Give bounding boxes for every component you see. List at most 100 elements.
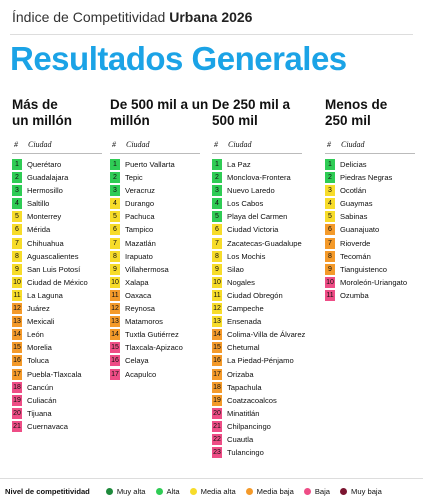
rank: 8 — [325, 250, 335, 262]
legend-label: Alta — [166, 487, 180, 496]
city: Guaymas — [340, 199, 373, 209]
rank: 4 — [12, 198, 22, 210]
rank: 1 — [325, 159, 335, 170]
rank: 23 — [212, 447, 222, 459]
table-row: 7 Mazatlán — [110, 237, 205, 250]
rank: 11 — [212, 289, 222, 301]
rank: 17 — [110, 368, 120, 380]
rank: 11 — [12, 289, 22, 301]
rank: 6 — [12, 224, 22, 236]
rank: 7 — [12, 237, 22, 249]
city: Los Cabos — [227, 199, 264, 209]
table-row: 11 Ozumba — [325, 289, 420, 302]
city: Oaxaca — [125, 290, 152, 300]
city: Chetumal — [227, 343, 260, 353]
legend-swatch — [303, 488, 311, 495]
rank: 2 — [110, 172, 120, 184]
city: Guanajuato — [340, 225, 380, 235]
table-row: 17 Orizaba — [212, 368, 307, 381]
city: Aguascalientes — [27, 251, 79, 261]
legend-item: Baja — [303, 487, 330, 496]
table-row: 4 Los Cabos — [212, 197, 307, 210]
rank: 3 — [325, 185, 335, 197]
city: Puebla-Tlaxcala — [27, 369, 82, 379]
table-row: 8 Tecomán — [325, 250, 420, 263]
kicker: Índice de Competitividad Urbana 2026 — [12, 9, 252, 25]
rank: 12 — [212, 303, 222, 315]
city: Villahermosa — [125, 264, 169, 274]
city: Tianguistenco — [340, 264, 387, 274]
rank: 2 — [212, 172, 222, 184]
rank: 16 — [12, 355, 22, 367]
city: Playa del Carmen — [227, 212, 288, 222]
city: Los Mochis — [227, 251, 266, 261]
legend-title: Nivel de competitividad — [5, 487, 90, 496]
legend-item: Muy alta — [105, 487, 146, 496]
city: Guadalajara — [27, 173, 69, 183]
table-row: 9 Villahermosa — [110, 263, 205, 276]
table-row: 18 Cancún — [12, 381, 107, 394]
city: Tepic — [125, 173, 143, 183]
rank: 1 — [12, 159, 22, 170]
column-heading: Menos de 250 mil — [325, 97, 388, 128]
city: Tulancingo — [227, 448, 264, 458]
city: Monterrey — [27, 212, 62, 222]
rank: 5 — [110, 211, 120, 223]
rank: 15 — [212, 342, 222, 354]
city: Hermosillo — [27, 186, 63, 196]
rank: 11 — [325, 289, 335, 301]
rank: 10 — [212, 276, 222, 288]
city: Mazatlán — [125, 238, 156, 248]
table-row: 2 Tepic — [110, 171, 205, 184]
legend-swatch — [189, 488, 197, 495]
rank: 12 — [12, 303, 22, 315]
rank: 9 — [325, 263, 335, 275]
rank: 22 — [212, 433, 222, 445]
city: Silao — [227, 264, 244, 274]
legend-swatch — [245, 488, 253, 495]
rule — [10, 34, 413, 35]
city: Acapulco — [125, 369, 157, 379]
city: Ozumba — [340, 290, 369, 300]
table-row: 11 La Laguna — [12, 289, 107, 302]
column: De 250 mil a 500 mil # Ciudad 1 La Paz 2 Moncl… — [212, 97, 312, 459]
column-header: # Ciudad — [325, 137, 415, 154]
city: Ensenada — [227, 317, 262, 327]
column-header: # Ciudad — [12, 137, 102, 154]
city: Piedras Negras — [340, 173, 393, 183]
city: Cancún — [27, 382, 54, 392]
table-row: 12 Juárez — [12, 302, 107, 315]
city: La Piedad-Pénjamo — [227, 356, 294, 366]
legend-label: Muy alta — [116, 487, 146, 496]
city: Chilpancingo — [227, 421, 271, 431]
table-row: 2 Piedras Negras — [325, 171, 420, 184]
rank: 8 — [12, 250, 22, 262]
table-row: 14 Tuxtla Gutiérrez — [110, 328, 205, 341]
kicker-bold: Urbana 2026 — [169, 9, 253, 25]
table-row: 12 Campeche — [212, 302, 307, 315]
table-row: 5 Sabinas — [325, 210, 420, 223]
rank: 3 — [12, 185, 22, 197]
city: Xalapa — [125, 277, 149, 287]
table-row: 16 Celaya — [110, 354, 205, 367]
table-row: 4 Guaymas — [325, 197, 420, 210]
table-row: 14 Colima-Villa de Álvarez — [212, 328, 307, 341]
table-row: 1 La Paz — [212, 158, 307, 171]
rank: 14 — [12, 329, 22, 341]
rank: 6 — [212, 224, 222, 236]
table-row: 5 Pachuca — [110, 210, 205, 223]
table-row: 8 Irapuato — [110, 250, 205, 263]
table-row: 11 Oaxaca — [110, 289, 205, 302]
rank: 15 — [110, 342, 120, 354]
city: Minatitlán — [227, 408, 260, 418]
table-row: 4 Durango — [110, 197, 205, 210]
city: Tecomán — [340, 251, 371, 261]
table-row: 1 Puerto Vallarta — [110, 158, 205, 171]
table-row: 16 Toluca — [12, 354, 107, 367]
city: Tlaxcala-Apizaco — [125, 343, 183, 353]
city: Ciudad de México — [27, 277, 88, 287]
rank-header: # — [214, 140, 218, 149]
city-header: Ciudad — [28, 140, 52, 149]
rank: 11 — [110, 289, 120, 301]
column-heading: De 250 mil a 500 mil — [212, 97, 291, 128]
